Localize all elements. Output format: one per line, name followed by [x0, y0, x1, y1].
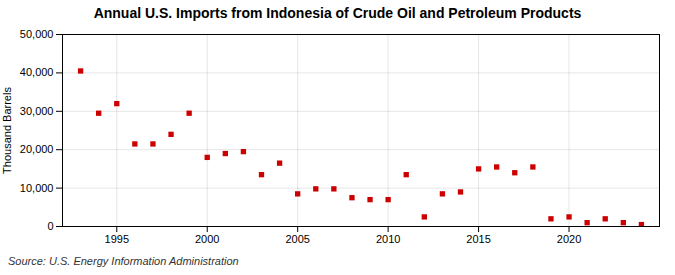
svg-text:2020: 2020	[557, 233, 581, 245]
svg-text:Thousand Barrels: Thousand Barrels	[1, 87, 13, 174]
html-text:Source: U.S. Energy Informatio: Source: U.S. Energy Information Administ…	[8, 255, 239, 267]
html-text:Annual U.S. Imports from Indon: Annual U.S. Imports from Indonesia of Cr…	[93, 5, 582, 21]
svg-text:1995: 1995	[105, 233, 129, 245]
svg-text:40,000: 40,000	[20, 66, 54, 78]
svg-text:2005: 2005	[285, 233, 309, 245]
svg-text:2015: 2015	[466, 233, 490, 245]
svg-text:20,000: 20,000	[20, 143, 54, 155]
svg-text:0: 0	[47, 220, 53, 232]
svg-text:30,000: 30,000	[20, 105, 54, 117]
svg-text:2010: 2010	[376, 233, 400, 245]
svg-text:50,000: 50,000	[20, 28, 54, 40]
svg-text:2000: 2000	[195, 233, 219, 245]
svg-text:10,000: 10,000	[20, 182, 54, 194]
